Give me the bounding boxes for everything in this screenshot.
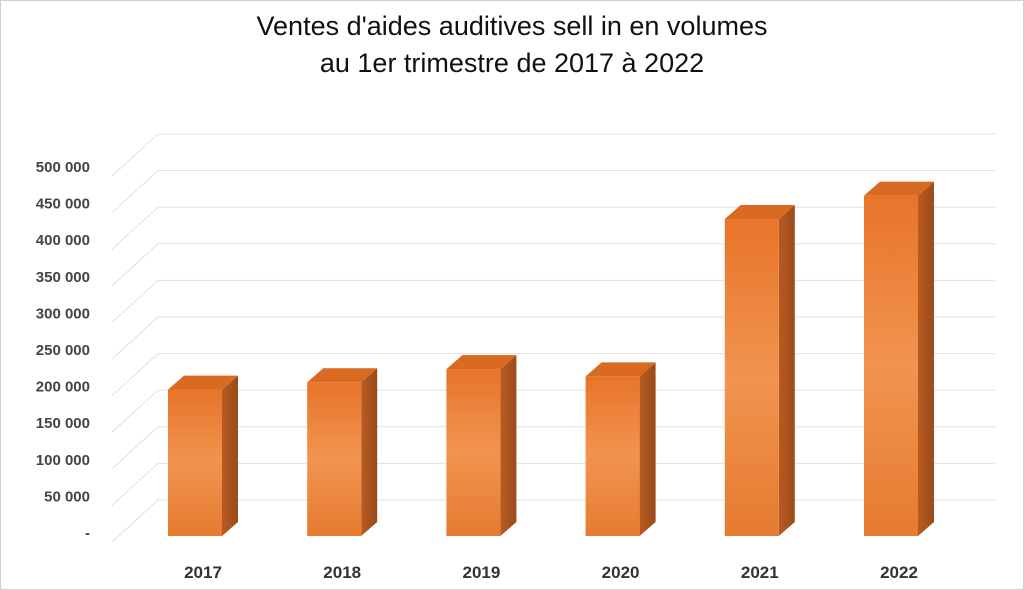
gridline: [111, 279, 995, 323]
gridline: [111, 170, 995, 213]
x-axis-labels: 2017 2018 2019 2020 2021 2022: [184, 563, 918, 582]
chart-title: Ventes d'aides auditives sell in en volu…: [0, 8, 1024, 82]
y-tick-label: 400 000: [36, 232, 90, 249]
x-tick-label: 2017: [184, 563, 222, 582]
bar-2021: [724, 205, 795, 536]
gridline: [111, 426, 995, 470]
bar-side-face: [222, 375, 238, 536]
gridline: [111, 133, 995, 177]
x-tick-label: 2019: [462, 563, 500, 582]
y-tick-label: 300 000: [36, 305, 90, 322]
gridline: [111, 353, 995, 396]
x-tick-label: 2018: [323, 563, 361, 582]
y-axis-labels: - 50 000 100 000 150 000 200 000 250 000 300 0…: [36, 159, 90, 542]
bar-2019: [446, 355, 517, 536]
bar-top-face: [724, 205, 795, 220]
gridline: [111, 243, 995, 287]
bar-front-face: [307, 382, 362, 536]
bar-front-face: [864, 195, 918, 536]
bar-front-face: [585, 376, 640, 536]
bar-2020: [585, 362, 656, 536]
gridlines: [111, 133, 995, 543]
bar-side-face: [918, 181, 934, 536]
bar-side-face: [361, 368, 378, 536]
x-tick-label: 2020: [602, 563, 640, 582]
gridline: [111, 389, 995, 433]
gridline: [111, 206, 995, 250]
bar-top-face: [446, 355, 517, 370]
chart-title-line-1: Ventes d'aides auditives sell in en volu…: [256, 11, 768, 41]
y-tick-label: 450 000: [36, 196, 90, 213]
bar-side-face: [500, 355, 517, 536]
y-tick-label: 200 000: [36, 379, 90, 396]
bar-side-face: [639, 362, 656, 536]
y-tick-label: 50 000: [44, 488, 90, 505]
bar-front-face: [446, 369, 501, 536]
x-tick-label: 2021: [741, 563, 779, 582]
bar-top-face: [864, 181, 934, 196]
bar-front-face: [168, 389, 222, 536]
bar-top-face: [168, 375, 238, 390]
chart-title-line-2: au 1er trimestre de 2017 à 2022: [319, 48, 705, 78]
y-tick-label: 350 000: [36, 269, 90, 286]
y-tick-label: -: [85, 525, 90, 542]
y-tick-label: 250 000: [36, 342, 90, 359]
bar-top-face: [307, 368, 378, 383]
bar-2018: [307, 368, 378, 536]
bar-top-face: [585, 362, 656, 377]
bar-front-face: [724, 219, 779, 536]
bars: [168, 181, 934, 536]
y-tick-label: 500 000: [36, 159, 90, 176]
gridline: [111, 499, 995, 543]
bar-2022: [864, 181, 934, 536]
y-tick-label: 100 000: [36, 452, 90, 469]
y-tick-label: 150 000: [36, 415, 90, 432]
gridline: [111, 462, 995, 506]
x-tick-label: 2022: [880, 563, 918, 582]
bar-side-face: [778, 205, 795, 536]
bar-2017: [168, 375, 238, 536]
gridline: [111, 316, 995, 360]
